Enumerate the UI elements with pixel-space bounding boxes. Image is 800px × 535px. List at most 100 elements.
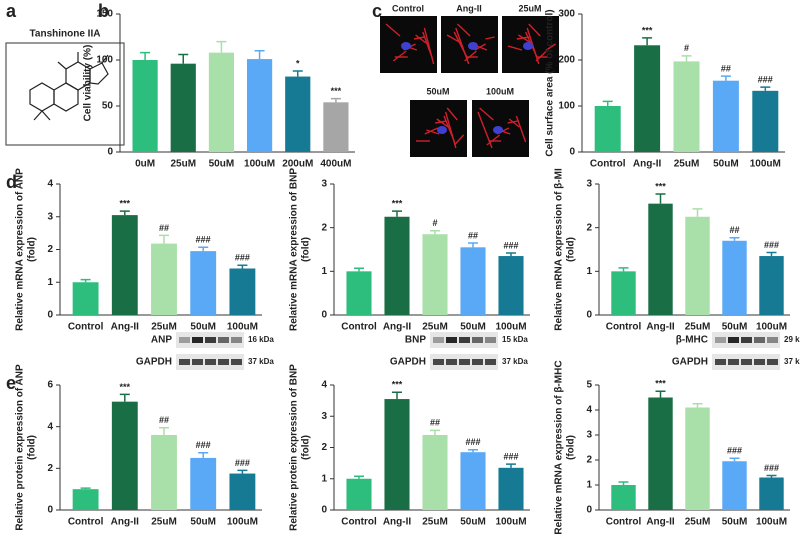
bar bbox=[460, 247, 486, 315]
bar bbox=[346, 478, 372, 510]
x-tick-label: Ang-II bbox=[111, 322, 140, 333]
blot-band bbox=[446, 337, 457, 343]
x-tick-label: 100uM bbox=[495, 517, 526, 528]
fiber bbox=[508, 118, 520, 128]
y-tick-label: 2 bbox=[321, 442, 327, 453]
nucleus bbox=[437, 126, 447, 134]
annotation: ## bbox=[468, 230, 478, 240]
y-tick-label: 0 bbox=[586, 505, 592, 516]
y-tick-label: 0 bbox=[107, 147, 113, 158]
error-bar bbox=[392, 210, 402, 217]
y-tick-label: 6 bbox=[47, 380, 53, 391]
bar bbox=[752, 90, 779, 152]
annotation: *** bbox=[120, 382, 131, 392]
error-bar bbox=[237, 469, 248, 474]
y-tick-label: 3 bbox=[47, 211, 53, 222]
error-bar bbox=[159, 426, 169, 435]
x-tick-label: Control bbox=[341, 322, 377, 333]
blot-band bbox=[472, 359, 483, 365]
bar bbox=[132, 60, 158, 152]
blot-label: BNP bbox=[405, 335, 426, 346]
nucleus bbox=[493, 126, 503, 134]
y-axis-label: (fold) bbox=[301, 237, 312, 262]
structure bbox=[5, 42, 125, 146]
blot-band bbox=[205, 359, 216, 365]
fiber bbox=[413, 36, 425, 40]
y-tick-label: 0 bbox=[321, 505, 327, 516]
annotation: ### bbox=[196, 440, 211, 450]
bar bbox=[346, 271, 372, 315]
fiber bbox=[392, 50, 407, 62]
blot-band bbox=[741, 359, 752, 365]
bar bbox=[384, 216, 410, 315]
error-bar bbox=[330, 97, 341, 103]
blot-band bbox=[728, 359, 739, 365]
x-tick-label: Control bbox=[590, 159, 626, 170]
x-tick-label: 50uM bbox=[460, 517, 486, 528]
bar bbox=[722, 461, 747, 510]
blot-band bbox=[715, 359, 726, 365]
x-tick-label: 100uM bbox=[227, 517, 258, 528]
bar bbox=[229, 268, 256, 315]
blot-band bbox=[767, 359, 778, 365]
blot-band bbox=[192, 359, 203, 365]
y-axis-label: (fold) bbox=[566, 237, 577, 262]
x-tick-label: Control bbox=[341, 517, 377, 528]
blot-band bbox=[754, 337, 765, 343]
bar bbox=[170, 63, 196, 152]
fiber bbox=[507, 45, 523, 51]
blot-band bbox=[433, 337, 444, 343]
x-tick-label: 25uM bbox=[422, 322, 448, 333]
error-bar bbox=[655, 193, 666, 204]
blot-band bbox=[715, 337, 726, 343]
y-tick-label: 4 bbox=[47, 179, 53, 190]
x-tick-label: 100uM bbox=[756, 517, 787, 528]
bar bbox=[422, 234, 448, 315]
bar bbox=[460, 452, 486, 510]
fiber bbox=[453, 134, 465, 146]
x-tick-label: 50uM bbox=[713, 159, 739, 170]
error-bar bbox=[292, 70, 303, 77]
bar bbox=[323, 102, 349, 152]
annotation: ### bbox=[727, 446, 742, 456]
panel-label: b bbox=[98, 1, 109, 21]
y-tick-label: 1 bbox=[586, 480, 592, 491]
error-bar bbox=[430, 429, 440, 435]
blot-band bbox=[767, 337, 778, 343]
y-tick-label: 200 bbox=[558, 55, 575, 66]
bar bbox=[685, 216, 710, 315]
y-tick-label: 3 bbox=[586, 430, 592, 441]
annotation: ### bbox=[764, 240, 779, 250]
blot-band bbox=[205, 337, 216, 343]
x-tick-label: Control bbox=[68, 517, 104, 528]
x-tick-label: 25uM bbox=[685, 517, 711, 528]
y-axis-label: Relative protein expression of BNP bbox=[289, 364, 300, 531]
blot-band bbox=[433, 359, 444, 365]
fiber bbox=[446, 107, 458, 121]
bar bbox=[611, 485, 636, 510]
y-tick-label: 2 bbox=[586, 455, 592, 466]
bar bbox=[384, 399, 410, 510]
error-bar bbox=[237, 264, 248, 269]
fiber bbox=[474, 43, 486, 51]
fiber bbox=[479, 107, 494, 121]
x-tick-label: 400uM bbox=[320, 159, 351, 170]
blot-size: 37 kDa bbox=[502, 357, 528, 366]
annotation: ### bbox=[758, 75, 773, 85]
x-tick-label: Ang-II bbox=[111, 517, 140, 528]
fiber bbox=[528, 23, 541, 37]
bar bbox=[685, 407, 710, 510]
y-axis-label: (fold) bbox=[27, 237, 38, 262]
annotation: ## bbox=[159, 415, 169, 425]
error-bar bbox=[119, 393, 130, 402]
fiber bbox=[485, 36, 495, 40]
micrographs bbox=[380, 16, 559, 157]
blot-band bbox=[741, 337, 752, 343]
blot-band bbox=[179, 337, 190, 343]
fiber bbox=[456, 23, 471, 37]
fiber bbox=[546, 43, 556, 51]
nucleus bbox=[523, 42, 533, 50]
bar bbox=[759, 256, 784, 315]
blot-label: GAPDH bbox=[390, 357, 426, 368]
